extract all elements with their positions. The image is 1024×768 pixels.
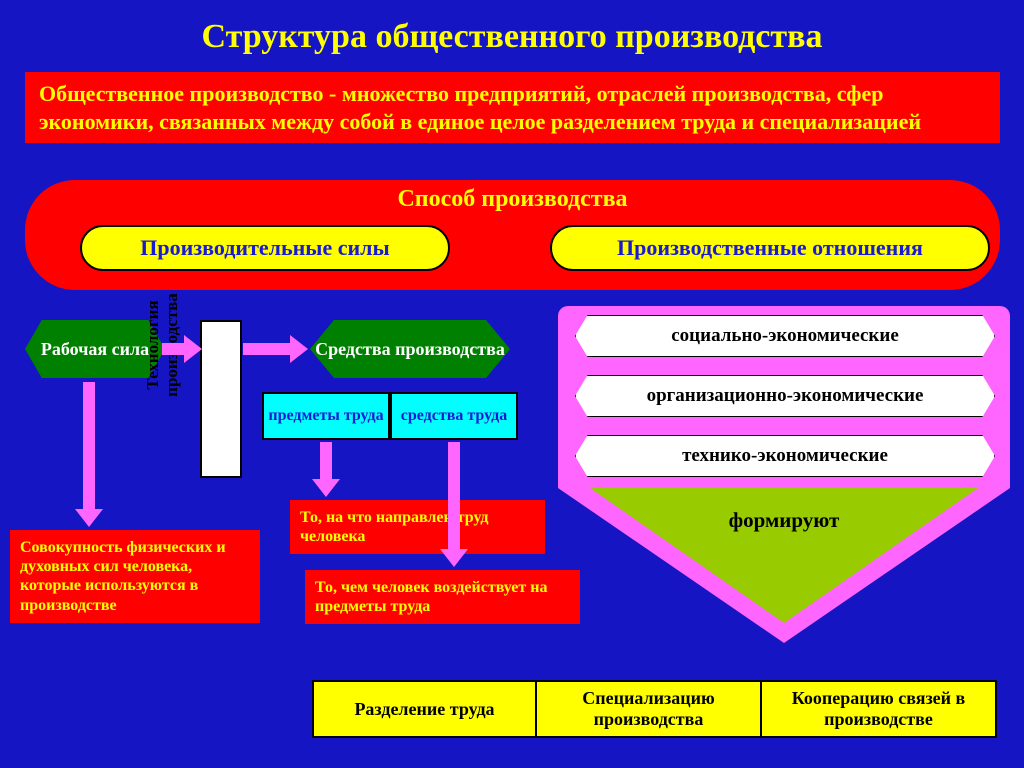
arrow-means-down — [440, 442, 468, 567]
arrow-tech-to-means — [243, 335, 308, 363]
pill-forces: Производительные силы — [80, 225, 450, 271]
arrow-labor-down — [75, 382, 103, 527]
bottom-cell-1: Разделение труда — [312, 680, 537, 738]
definition-box: Общественное производство - множество пр… — [25, 72, 1000, 143]
hex-means-production: Средства производства — [310, 320, 510, 378]
bottom-table: Разделение труда Специализацию производс… — [312, 680, 997, 738]
form-label: формируют — [590, 508, 978, 533]
tech-box — [200, 320, 242, 478]
note-means-def: То, чем человек воздействует на предметы… — [305, 570, 580, 624]
page-title: Структура общественного производства — [0, 0, 1024, 56]
relation-org-economic: организационно-экономические — [575, 375, 995, 417]
note-objects-def: То, на что направлен труд человека — [290, 500, 545, 554]
bottom-cell-3: Кооперацию связей в производстве — [762, 680, 997, 738]
relation-social-economic: социально-экономические — [575, 315, 995, 357]
arrow-objects-down — [312, 442, 340, 497]
bottom-cell-2: Специализацию производства — [537, 680, 762, 738]
cyan-objects-labor: предметы труда — [262, 392, 390, 440]
cyan-means-labor: средства труда — [390, 392, 518, 440]
pill-relations: Производственные отношения — [550, 225, 990, 271]
note-labor-def: Совокупность физических и духовных сил ч… — [10, 530, 260, 623]
mode-header: Способ производства — [25, 180, 1000, 213]
relation-tech-economic: технико-экономические — [575, 435, 995, 477]
arrow-labor-to-tech — [162, 335, 202, 363]
